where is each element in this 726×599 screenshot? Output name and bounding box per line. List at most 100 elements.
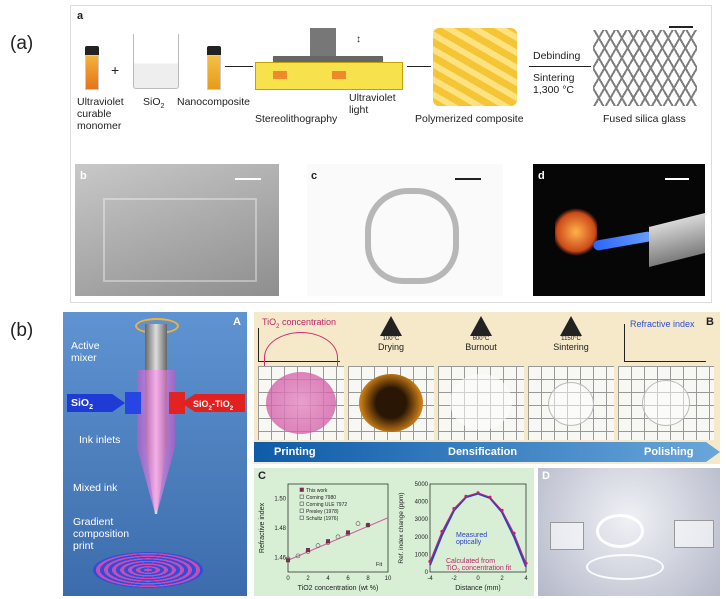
plus-sign: + — [111, 62, 120, 78]
y-tick-label: 3000 — [415, 517, 429, 523]
gradient-print-label: Gradient composition print — [73, 516, 130, 552]
data-point — [366, 523, 370, 528]
glass-ring — [596, 514, 644, 548]
x-tick-label: 0 — [476, 576, 480, 582]
kit-glass-letters — [103, 198, 257, 282]
glass-pretzel — [365, 188, 459, 284]
y-tick-label: 2000 — [415, 535, 429, 541]
x-tick-label: -2 — [451, 576, 457, 582]
data-point — [295, 553, 301, 559]
sio2-beaker — [133, 34, 179, 89]
scale-bar — [669, 26, 693, 28]
y-tick-label: 1.46 — [274, 555, 286, 561]
refractive-profile: Refractive index — [624, 316, 708, 362]
data-point — [325, 540, 331, 545]
y-tick-label: 1.50 — [274, 497, 286, 503]
data-point — [335, 534, 341, 540]
torch-nozzle — [649, 213, 705, 267]
sio2-inlet-label: SiO2 — [71, 397, 93, 412]
active-mixer-label: Active mixer — [71, 340, 100, 364]
data-point — [285, 556, 291, 562]
photo-c: c — [307, 164, 503, 296]
photo-b: b — [75, 164, 279, 296]
refractive-title: Refractive index — [630, 319, 695, 329]
y-tick-label: 4000 — [415, 500, 429, 506]
calculated-point — [512, 531, 516, 535]
data-point — [355, 521, 361, 526]
x-axis-title: Distance (mm) — [455, 585, 501, 592]
calculated-point — [476, 491, 480, 495]
data-point — [315, 543, 321, 548]
data-point — [306, 548, 310, 552]
y-tick-label: 1000 — [415, 552, 429, 558]
fit-label: Fit — [376, 562, 383, 568]
process-panel: B TiO2 concentration 100°C Drying 600°C … — [254, 312, 720, 464]
step-sintering: 1150°C Sintering — [528, 312, 614, 364]
sintering-label: Sintering — [553, 342, 589, 352]
photo-d-label: d — [538, 170, 545, 182]
data-point — [345, 531, 351, 537]
printer-diagram: A Active mixer SiO2 SiO2-TiO2 Ink inlets… — [63, 312, 247, 596]
ink-inlets-label: Ink inlets — [79, 434, 121, 446]
gradient-print — [93, 552, 203, 588]
arrow-to-polymer — [407, 66, 431, 67]
monomer-vial — [85, 46, 99, 90]
calculated-curve — [429, 492, 527, 564]
photo-d: d — [533, 164, 705, 296]
photo-d-panel-label: D — [542, 470, 550, 482]
sio2-tio2-inlet-label: SiO2-TiO2 — [193, 399, 234, 412]
uv-light-caption: Ultraviolet light — [349, 92, 396, 116]
data-point — [346, 530, 350, 535]
legend-marker — [299, 508, 304, 513]
measured-curve — [429, 492, 527, 568]
calculated-point — [524, 561, 528, 565]
sintering-caption: Sintering 1,300 °C — [533, 72, 575, 96]
data-point — [365, 522, 371, 528]
process-band — [254, 442, 720, 462]
drying-label: Drying — [377, 342, 404, 352]
band-densification: Densification — [448, 446, 518, 458]
calculated-point — [488, 495, 492, 499]
x-tick-label: 8 — [366, 576, 370, 582]
sample-polishing — [618, 366, 714, 440]
panel-a-frame: a + Ultraviolet curable monomer SiO2 Nan… — [70, 5, 712, 303]
drying-temp: 100°C — [382, 336, 400, 342]
x-tick-label: 6 — [346, 576, 350, 582]
y-axis-title: Refractive index — [259, 502, 266, 553]
burnout-temp: 600°C — [472, 336, 490, 342]
plot-frame — [287, 483, 389, 573]
band-printing: Printing — [274, 446, 316, 458]
calculated-point — [464, 494, 468, 498]
photo-d-panel: D — [538, 468, 720, 596]
legend-marker — [299, 494, 304, 499]
inlet-block-blue — [125, 392, 141, 414]
sintering-warning-icon — [560, 316, 582, 336]
photo-b-scale — [235, 178, 261, 180]
sample-sintering — [528, 366, 614, 440]
step-burnout: 600°C Burnout — [438, 312, 524, 364]
x-axis-title: TiO2 concentration (wt %) — [298, 585, 379, 592]
glass-disc — [586, 554, 664, 580]
step-drying: 100°C Drying — [348, 312, 434, 364]
sample-printing — [258, 366, 344, 440]
stereolithography-apparatus: ↕ — [255, 28, 405, 98]
panel-b-label: (b) — [10, 320, 34, 341]
data-point — [305, 549, 311, 554]
photo-c-scale — [455, 178, 481, 180]
legend-entry: Schultz (1976) — [306, 516, 339, 522]
legend-entry: Presley (1978) — [306, 509, 339, 515]
polymerized-lattice — [433, 28, 517, 106]
y-tick-label: 5000 — [415, 482, 429, 488]
calculated-point — [500, 508, 504, 512]
chart-c-label: C — [258, 470, 266, 482]
torch-flame — [592, 230, 654, 252]
legend-entry: Corning 7980 — [306, 495, 336, 501]
x-tick-label: 10 — [385, 576, 392, 582]
subpanel-a-label: a — [77, 10, 84, 22]
photo-c-label: c — [311, 170, 318, 182]
legend-entry: Corning ULE 7972 — [306, 502, 347, 508]
fused-glass-lattice — [593, 30, 697, 106]
x-tick-label: 4 — [326, 576, 330, 582]
data-point — [326, 539, 330, 544]
